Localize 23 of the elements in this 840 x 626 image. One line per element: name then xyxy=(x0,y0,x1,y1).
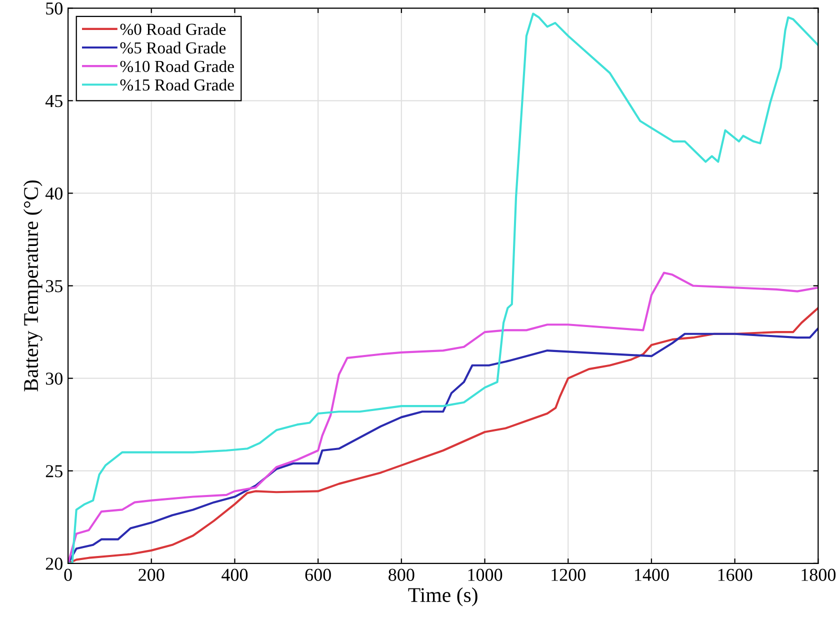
x-tick-label: 400 xyxy=(222,568,248,581)
y-tick-label: 50 xyxy=(46,2,62,15)
legend-label: %5 Road Grade xyxy=(120,42,226,54)
x-tick-label: 0 xyxy=(64,568,72,581)
y-tick-label: 35 xyxy=(46,280,62,292)
y-tick-label: 25 xyxy=(46,465,62,478)
x-tick-label: 1000 xyxy=(468,568,502,581)
x-tick-label: 1200 xyxy=(552,568,586,581)
x-tick-label: 600 xyxy=(305,568,331,581)
y-axis-title: Battery Temperature (°C) xyxy=(23,180,42,392)
legend-label: %0 Road Grade xyxy=(120,23,226,36)
legend-label: %15 Road Grade xyxy=(120,78,234,91)
y-tick-label: 30 xyxy=(46,372,62,385)
x-tick-label: 1800 xyxy=(802,568,836,581)
y-tick-label: 45 xyxy=(45,95,62,108)
legend-label: %10 Road Grade xyxy=(120,60,234,72)
x-tick-label: 1400 xyxy=(635,568,669,581)
y-tick-label: 20 xyxy=(46,558,62,570)
x-tick-label: 1600 xyxy=(718,568,752,581)
x-tick-label: 800 xyxy=(388,568,414,581)
y-tick-label: 40 xyxy=(45,187,62,200)
x-tick-label: 200 xyxy=(138,568,164,581)
x-axis-title: Time (s) xyxy=(408,587,478,606)
